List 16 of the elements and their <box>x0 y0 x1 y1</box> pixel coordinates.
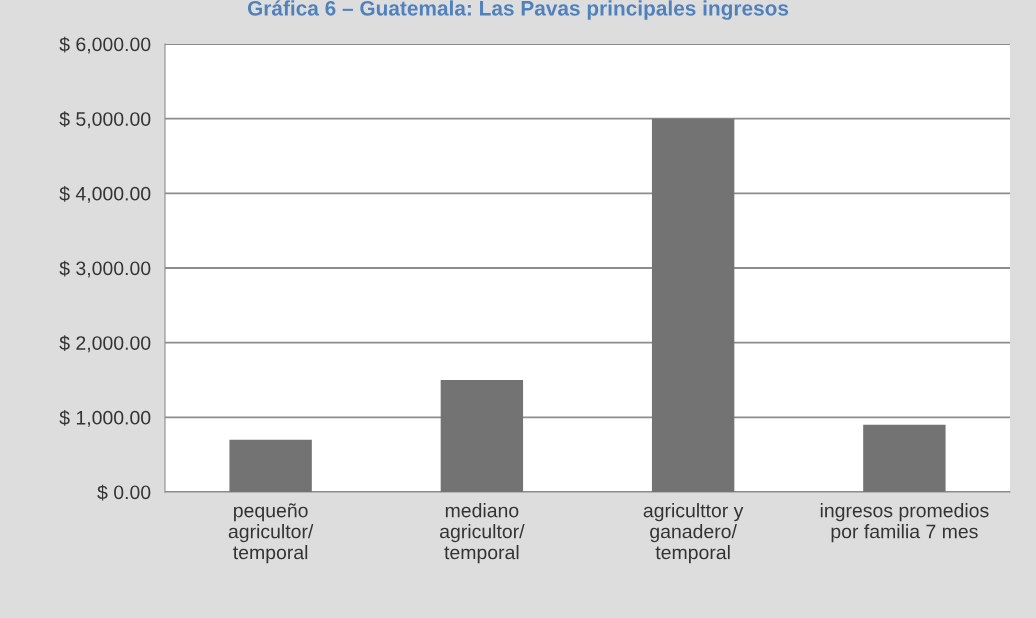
x-tick-label: ingresos promedios por familia 7 mes <box>820 503 989 543</box>
y-tick-label: $ 2,000.00 <box>59 335 151 353</box>
bar <box>863 424 946 492</box>
chart-title: Gráfica 6 – Guatemala: Las Pavas principales ingresos <box>247 0 789 20</box>
x-tick-label: mediano agricultor/ temporal <box>440 503 525 564</box>
y-tick-label: $ 6,000.00 <box>59 36 151 54</box>
x-tick-label: agriculttor y ganadero/ temporal <box>643 503 744 564</box>
x-tick-label: pequeño agricultor/ temporal <box>228 503 314 564</box>
y-tick-label: $ 1,000.00 <box>59 409 151 427</box>
y-tick-label: $ 0.00 <box>97 484 151 501</box>
bar <box>440 380 524 492</box>
bar <box>229 439 312 492</box>
y-tick-label: $ 3,000.00 <box>59 260 151 278</box>
y-tick-label: $ 4,000.00 <box>59 185 151 203</box>
bar <box>651 118 735 492</box>
y-tick-label: $ 5,000.00 <box>59 111 151 129</box>
